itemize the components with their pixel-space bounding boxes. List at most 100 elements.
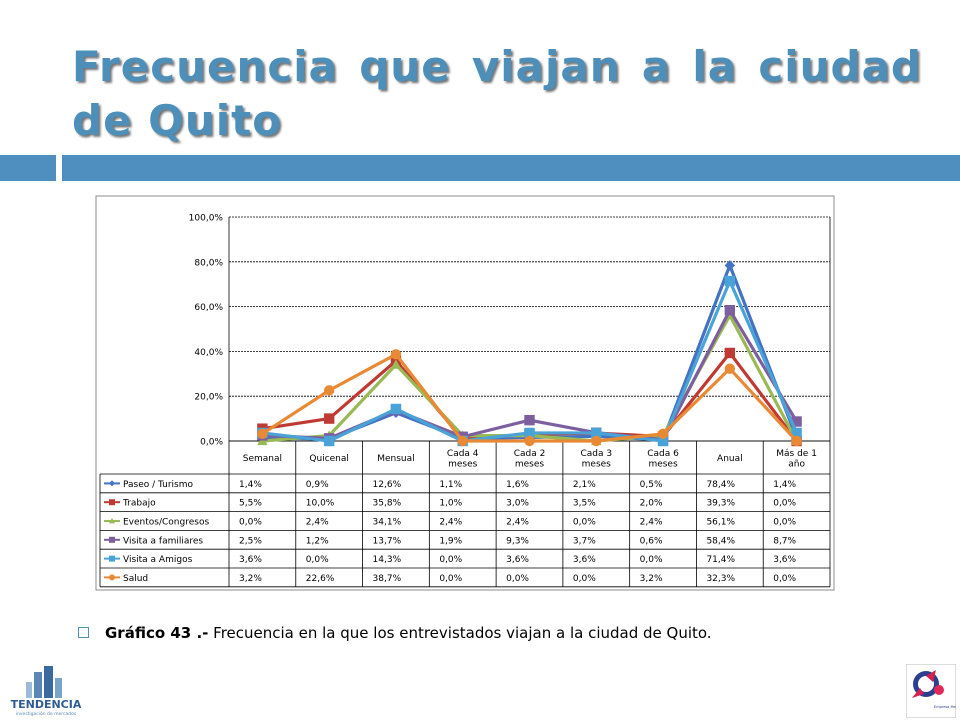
category-label: año: [788, 459, 805, 469]
y-tick-label: 100,0%: [189, 214, 224, 224]
table-value-cell: 2,4%: [306, 518, 329, 528]
table-value-cell: 2,4%: [439, 518, 462, 528]
chart-caption: Gráfico 43 .- Frecuencia en la que los e…: [78, 624, 712, 642]
slide-title: Frecuencia que viajan a la ciudad de Qui…: [72, 42, 922, 145]
data-point-marker: [791, 416, 802, 427]
table-value-cell: 2,4%: [640, 518, 663, 528]
data-point-marker: [257, 428, 268, 440]
data-point-marker: [109, 574, 115, 581]
table-value-cell: 8,7%: [773, 536, 796, 546]
table-value-cell: 1,2%: [306, 536, 329, 546]
data-point-marker: [724, 275, 736, 287]
category-label: Semanal: [243, 454, 282, 464]
data-point-marker: [109, 555, 115, 562]
table-value-cell: 2,4%: [506, 518, 529, 528]
table-value-cell: 3,5%: [573, 499, 596, 509]
category-label: Cada 6: [647, 449, 679, 459]
table-value-cell: 3,2%: [239, 574, 262, 584]
data-point-marker: [390, 349, 402, 360]
data-point-marker: [724, 347, 736, 359]
table-value-cell: 1,4%: [773, 480, 796, 490]
data-point-marker: [524, 435, 535, 447]
table-value-cell: 0,9%: [306, 480, 329, 490]
data-point-marker: [390, 403, 402, 415]
table-value-cell: 10,0%: [306, 499, 335, 509]
table-value-cell: 0,0%: [306, 555, 329, 565]
data-point-marker: [109, 480, 115, 487]
table-value-cell: 78,4%: [706, 480, 735, 490]
y-tick-label: 40,0%: [194, 348, 223, 358]
table-value-cell: 0,6%: [640, 536, 663, 546]
table-value-cell: 3,6%: [773, 555, 796, 565]
data-point-marker: [390, 359, 402, 369]
table-value-cell: 9,3%: [506, 536, 529, 546]
data-point-marker: [109, 499, 115, 506]
table-value-cell: 0,0%: [573, 574, 596, 584]
table-value-cell: 12,6%: [373, 480, 402, 490]
header-divider-left: [0, 155, 56, 181]
legend-series-name: Visita a familiares: [123, 536, 203, 546]
table-value-cell: 2,1%: [573, 480, 596, 490]
data-point-marker: [109, 518, 115, 524]
data-point-marker: [724, 363, 736, 374]
category-label: Más de 1: [776, 449, 817, 459]
legend-series-name: Visita a Amigos: [123, 555, 193, 565]
table-value-cell: 2,0%: [640, 499, 663, 509]
bullet-icon: [78, 627, 89, 638]
table-value-cell: 0,0%: [773, 574, 796, 584]
table-value-cell: 1,1%: [439, 480, 462, 490]
table-value-cell: 3,6%: [239, 555, 262, 565]
caption-label: Gráfico 43 .-: [105, 624, 209, 642]
data-point-marker: [724, 304, 736, 316]
category-label: meses: [648, 459, 678, 469]
table-value-cell: 3,2%: [640, 574, 663, 584]
table-value-cell: 3,0%: [506, 499, 529, 509]
data-point-marker: [724, 260, 736, 271]
data-point-marker: [323, 435, 335, 447]
table-value-cell: 0,0%: [439, 574, 462, 584]
legend-series-name: Salud: [123, 574, 148, 584]
table-value-cell: 58,4%: [706, 536, 735, 546]
legend-series-name: Paseo / Turismo: [123, 480, 194, 490]
tendencia-brand: TENDENCIA: [11, 698, 82, 711]
table-value-cell: 0,0%: [239, 518, 262, 528]
y-tick-label: 60,0%: [194, 303, 223, 313]
caption-text: Frecuencia en la que los entrevistados v…: [213, 624, 712, 642]
data-point-marker: [524, 414, 535, 426]
table-value-cell: 32,3%: [706, 574, 735, 584]
data-point-marker: [323, 413, 335, 424]
category-label: Cada 3: [580, 449, 612, 459]
category-label: meses: [582, 459, 612, 469]
table-value-cell: 71,4%: [706, 555, 735, 565]
legend-series-name: Eventos/Congresos: [123, 518, 209, 528]
table-value-cell: 35,8%: [373, 499, 402, 509]
tendencia-logo: TENDENCIA investigación de mercados: [11, 666, 82, 717]
table-value-cell: 39,3%: [706, 499, 735, 509]
y-tick-label: 80,0%: [194, 258, 223, 268]
data-point-marker: [591, 427, 602, 439]
table-value-cell: 2,5%: [239, 536, 262, 546]
table-value-cell: 0,0%: [640, 555, 663, 565]
table-value-cell: 0,5%: [640, 480, 663, 490]
data-point-marker: [591, 435, 602, 447]
table-value-cell: 1,4%: [239, 480, 262, 490]
table-value-cell: 5,5%: [239, 499, 262, 509]
quito-turismo-logo: Empresa Metropolitana Quito Turismo: [906, 664, 956, 718]
table-value-cell: 14,3%: [373, 555, 402, 565]
category-label: meses: [515, 459, 545, 469]
category-label: meses: [448, 459, 478, 469]
table-value-cell: 0,0%: [506, 574, 529, 584]
table-value-cell: 3,6%: [573, 555, 596, 565]
table-value-cell: 3,6%: [506, 555, 529, 565]
data-point-marker: [657, 435, 669, 447]
data-point-marker: [109, 536, 115, 543]
category-label: Cada 2: [514, 449, 546, 459]
data-point-marker: [323, 385, 335, 396]
table-value-cell: 13,7%: [373, 536, 402, 546]
series-group: [257, 349, 802, 447]
data-point-marker: [457, 435, 468, 447]
table-value-cell: 56,1%: [706, 518, 735, 528]
category-label: Cada 4: [447, 449, 479, 459]
data-point-marker: [524, 427, 535, 439]
